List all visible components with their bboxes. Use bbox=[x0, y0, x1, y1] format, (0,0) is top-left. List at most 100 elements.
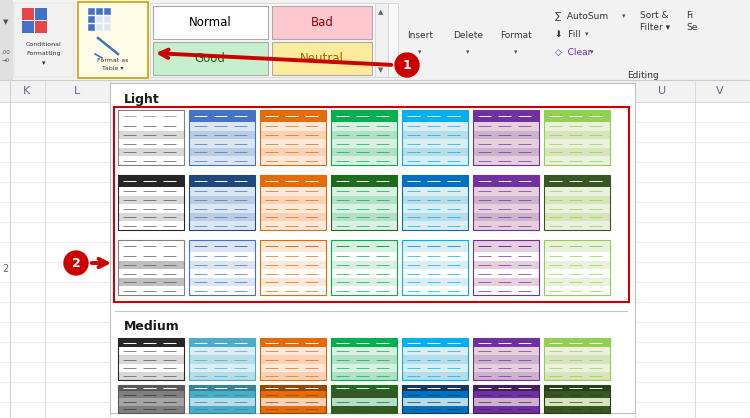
Bar bbox=[260, 278, 326, 286]
Bar bbox=[104, 8, 111, 15]
Bar bbox=[118, 196, 184, 204]
Bar bbox=[544, 347, 610, 355]
Bar bbox=[0, 0, 13, 80]
Bar bbox=[118, 131, 184, 139]
Bar bbox=[189, 175, 255, 187]
Bar bbox=[189, 122, 255, 131]
Bar bbox=[118, 110, 184, 165]
Bar bbox=[260, 187, 326, 196]
Bar bbox=[22, 21, 34, 33]
Bar bbox=[544, 286, 610, 295]
Bar bbox=[189, 139, 255, 148]
Bar bbox=[118, 110, 184, 122]
Bar bbox=[189, 187, 255, 196]
Bar bbox=[402, 175, 468, 187]
Bar bbox=[189, 148, 255, 156]
Bar bbox=[260, 204, 326, 213]
Bar bbox=[260, 347, 326, 355]
Bar bbox=[473, 240, 539, 295]
Bar bbox=[544, 240, 610, 295]
Bar bbox=[544, 269, 610, 278]
Text: L: L bbox=[74, 86, 80, 96]
Bar bbox=[402, 406, 468, 413]
Bar bbox=[402, 338, 468, 380]
Text: Delete: Delete bbox=[453, 31, 483, 39]
Bar bbox=[331, 261, 397, 269]
Bar bbox=[331, 131, 397, 139]
Bar bbox=[331, 355, 397, 364]
Bar bbox=[473, 148, 539, 156]
Bar bbox=[118, 222, 184, 230]
Bar bbox=[22, 8, 34, 20]
Bar bbox=[104, 16, 111, 23]
Bar bbox=[544, 148, 610, 156]
Bar bbox=[118, 372, 184, 380]
Bar bbox=[473, 240, 539, 252]
Bar bbox=[118, 338, 184, 347]
Bar bbox=[473, 406, 539, 413]
Text: ▾: ▾ bbox=[419, 49, 422, 55]
Circle shape bbox=[395, 53, 419, 77]
Text: Bad: Bad bbox=[310, 16, 334, 30]
Text: K: K bbox=[23, 86, 31, 96]
Bar bbox=[473, 213, 539, 222]
Bar bbox=[189, 269, 255, 278]
Bar bbox=[544, 261, 610, 269]
Bar bbox=[402, 391, 468, 398]
Bar bbox=[473, 261, 539, 269]
Bar bbox=[272, 42, 372, 75]
Bar bbox=[189, 110, 255, 165]
Bar bbox=[189, 252, 255, 261]
Bar bbox=[402, 385, 468, 391]
Bar bbox=[331, 213, 397, 222]
Bar bbox=[402, 110, 468, 165]
Bar bbox=[118, 204, 184, 213]
Bar bbox=[544, 385, 610, 413]
Bar bbox=[402, 385, 468, 413]
Bar bbox=[402, 110, 468, 122]
Bar bbox=[189, 398, 255, 406]
Bar bbox=[544, 391, 610, 398]
Bar bbox=[331, 139, 397, 148]
Bar bbox=[331, 385, 397, 413]
Text: Table ▾: Table ▾ bbox=[102, 66, 124, 71]
Bar bbox=[402, 338, 468, 347]
Bar bbox=[88, 16, 95, 23]
Bar bbox=[331, 240, 397, 295]
Bar bbox=[118, 240, 184, 252]
Bar bbox=[473, 338, 539, 347]
Text: ▾: ▾ bbox=[622, 13, 626, 19]
Bar bbox=[104, 24, 111, 31]
Bar bbox=[189, 338, 255, 347]
Bar bbox=[544, 187, 610, 196]
Bar bbox=[260, 175, 326, 187]
Text: 1: 1 bbox=[403, 59, 411, 72]
Bar bbox=[331, 398, 397, 406]
Bar bbox=[189, 391, 255, 398]
Bar bbox=[0, 80, 750, 102]
Bar bbox=[473, 131, 539, 139]
Bar bbox=[189, 110, 255, 122]
Text: .00: .00 bbox=[2, 49, 10, 54]
Bar bbox=[189, 347, 255, 355]
Bar bbox=[189, 278, 255, 286]
Bar bbox=[260, 252, 326, 261]
Text: ▼: ▼ bbox=[3, 19, 9, 25]
Text: ▾: ▾ bbox=[466, 49, 470, 55]
Bar bbox=[118, 391, 184, 398]
Bar bbox=[35, 8, 47, 20]
Bar bbox=[473, 122, 539, 131]
Bar bbox=[260, 338, 326, 347]
Text: ▼: ▼ bbox=[378, 67, 384, 73]
Bar bbox=[473, 338, 539, 380]
Bar bbox=[331, 175, 397, 230]
Bar bbox=[544, 156, 610, 165]
Bar bbox=[331, 278, 397, 286]
Bar bbox=[260, 213, 326, 222]
Bar bbox=[260, 385, 326, 391]
Bar bbox=[544, 222, 610, 230]
Bar bbox=[118, 347, 184, 355]
Bar bbox=[189, 355, 255, 364]
Bar bbox=[88, 24, 95, 31]
Bar bbox=[473, 252, 539, 261]
